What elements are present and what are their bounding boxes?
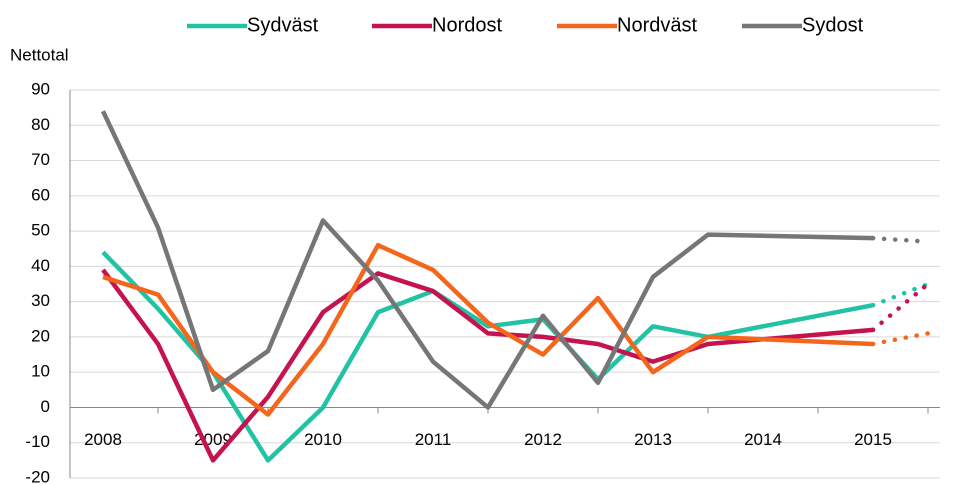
y-tick-label: -20 [25, 467, 50, 485]
series-forecast-line [870, 331, 931, 347]
x-tick-label: 2008 [84, 430, 122, 449]
series-forecast-line [870, 281, 931, 308]
x-tick-label: 2013 [634, 430, 672, 449]
y-tick-label: 50 [31, 221, 50, 240]
y-tick-label: -10 [25, 432, 50, 451]
y-tick-label: 40 [31, 256, 50, 275]
x-tick-label: 2014 [744, 430, 782, 449]
y-tick-label: 20 [31, 326, 50, 345]
series-line [100, 110, 874, 410]
x-tick-label: 2012 [524, 430, 562, 449]
series-forecast-line [870, 281, 931, 333]
legend-label: Nordväst [617, 14, 697, 36]
x-tick-label: 2011 [415, 430, 452, 449]
y-tick-label: 80 [31, 115, 50, 134]
legend-label: Sydväst [247, 14, 319, 36]
legend-label: Sydost [802, 14, 864, 36]
legend-label: Nordost [432, 14, 502, 36]
y-tick-label: 10 [31, 362, 50, 381]
y-axis-label: Nettotal [10, 45, 69, 64]
y-tick-label: 0 [41, 397, 50, 416]
x-tick-label: 2015 [854, 430, 892, 449]
series-line [101, 268, 874, 463]
series-line [102, 242, 874, 417]
y-tick-label: 30 [31, 291, 50, 310]
series-forecast-line [870, 235, 931, 244]
y-tick-label: 90 [31, 79, 50, 98]
y-tick-label: 70 [31, 150, 50, 169]
x-tick-label: 2010 [304, 430, 342, 449]
y-tick-label: 60 [31, 185, 50, 204]
